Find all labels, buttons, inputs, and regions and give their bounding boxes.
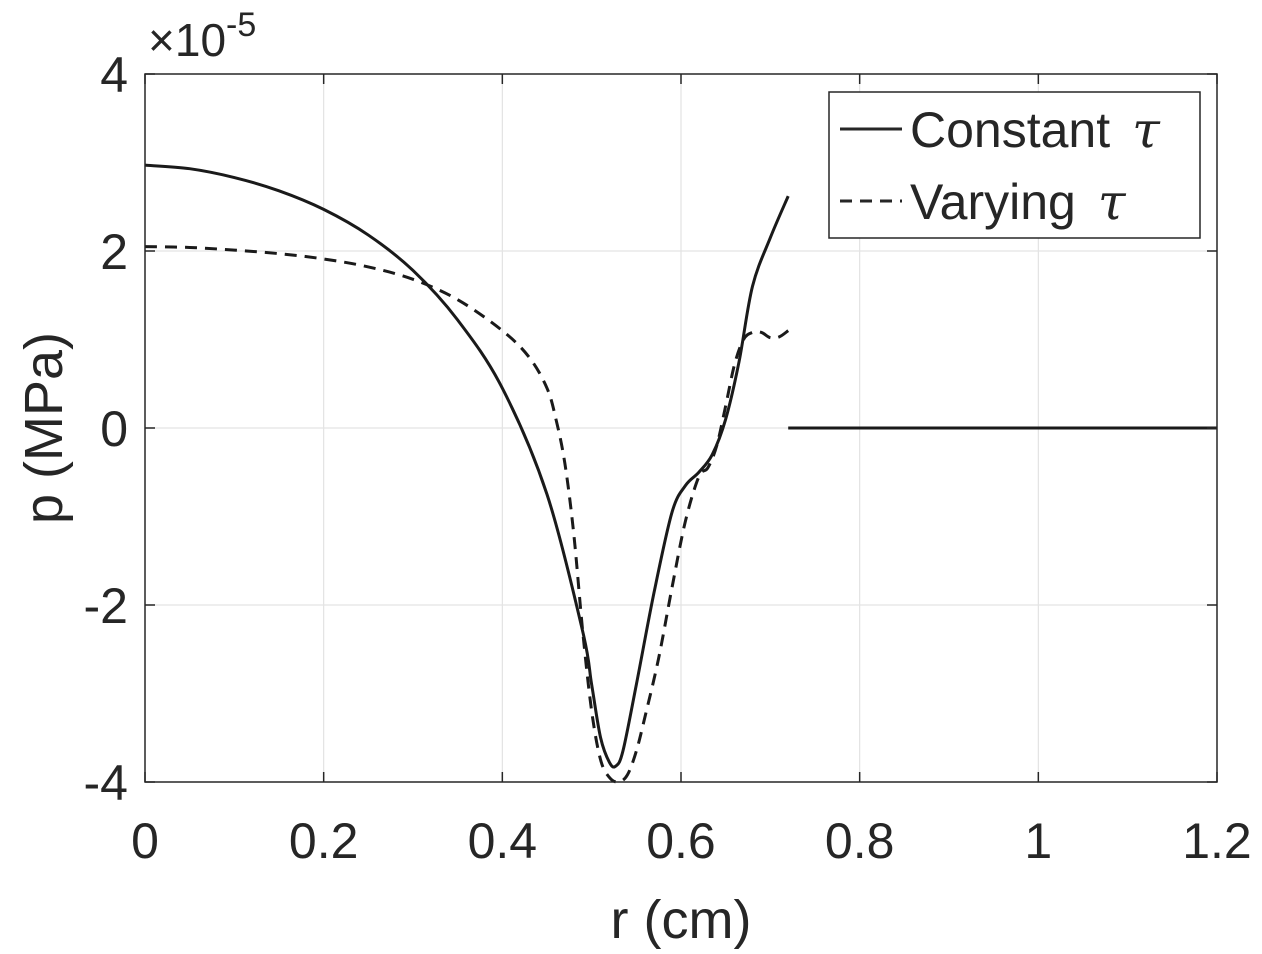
legend-box (828, 91, 1201, 239)
x-tick-label-0: 0 (131, 813, 159, 869)
x-tick-label-4: 0.8 (825, 813, 895, 869)
y-multiplier: ×10-5 (148, 6, 256, 66)
y-tick-label-3: 2 (100, 224, 128, 280)
y-tick-label-0: -4 (84, 755, 128, 811)
x-tick-label-3: 0.6 (646, 813, 716, 869)
data-series (144, 163, 1217, 784)
x-axis-label: r (cm) (611, 890, 752, 950)
legend-symbol-constant: τ (1132, 101, 1161, 159)
series-varying-line (144, 245, 790, 784)
x-tick-label-5: 1 (1024, 813, 1052, 869)
y-tick-label-1: -2 (84, 578, 128, 634)
x-tick-label-2: 0.4 (468, 813, 538, 869)
y-axis-label: p (MPa) (14, 332, 74, 524)
x-tick-label-6: 1.2 (1182, 813, 1252, 869)
legend-label-varying: Varying τ (910, 173, 1127, 231)
series-constant-line (144, 163, 790, 769)
y-multiplier-exponent: -5 (226, 6, 256, 44)
legend: Constant τ Varying τ (828, 91, 1201, 239)
y-tick-label-4: 4 (100, 47, 128, 103)
axis-ticks (144, 73, 1218, 783)
legend-label-constant: Constant τ (910, 101, 1161, 159)
y-tick-label-2: 0 (100, 401, 128, 457)
legend-symbol-varying: τ (1098, 173, 1127, 231)
x-tick-label-1: 0.2 (289, 813, 359, 869)
tick-labels: 0 0.2 0.4 0.6 0.8 1 1.2 -4 -2 0 2 4 (84, 47, 1252, 869)
